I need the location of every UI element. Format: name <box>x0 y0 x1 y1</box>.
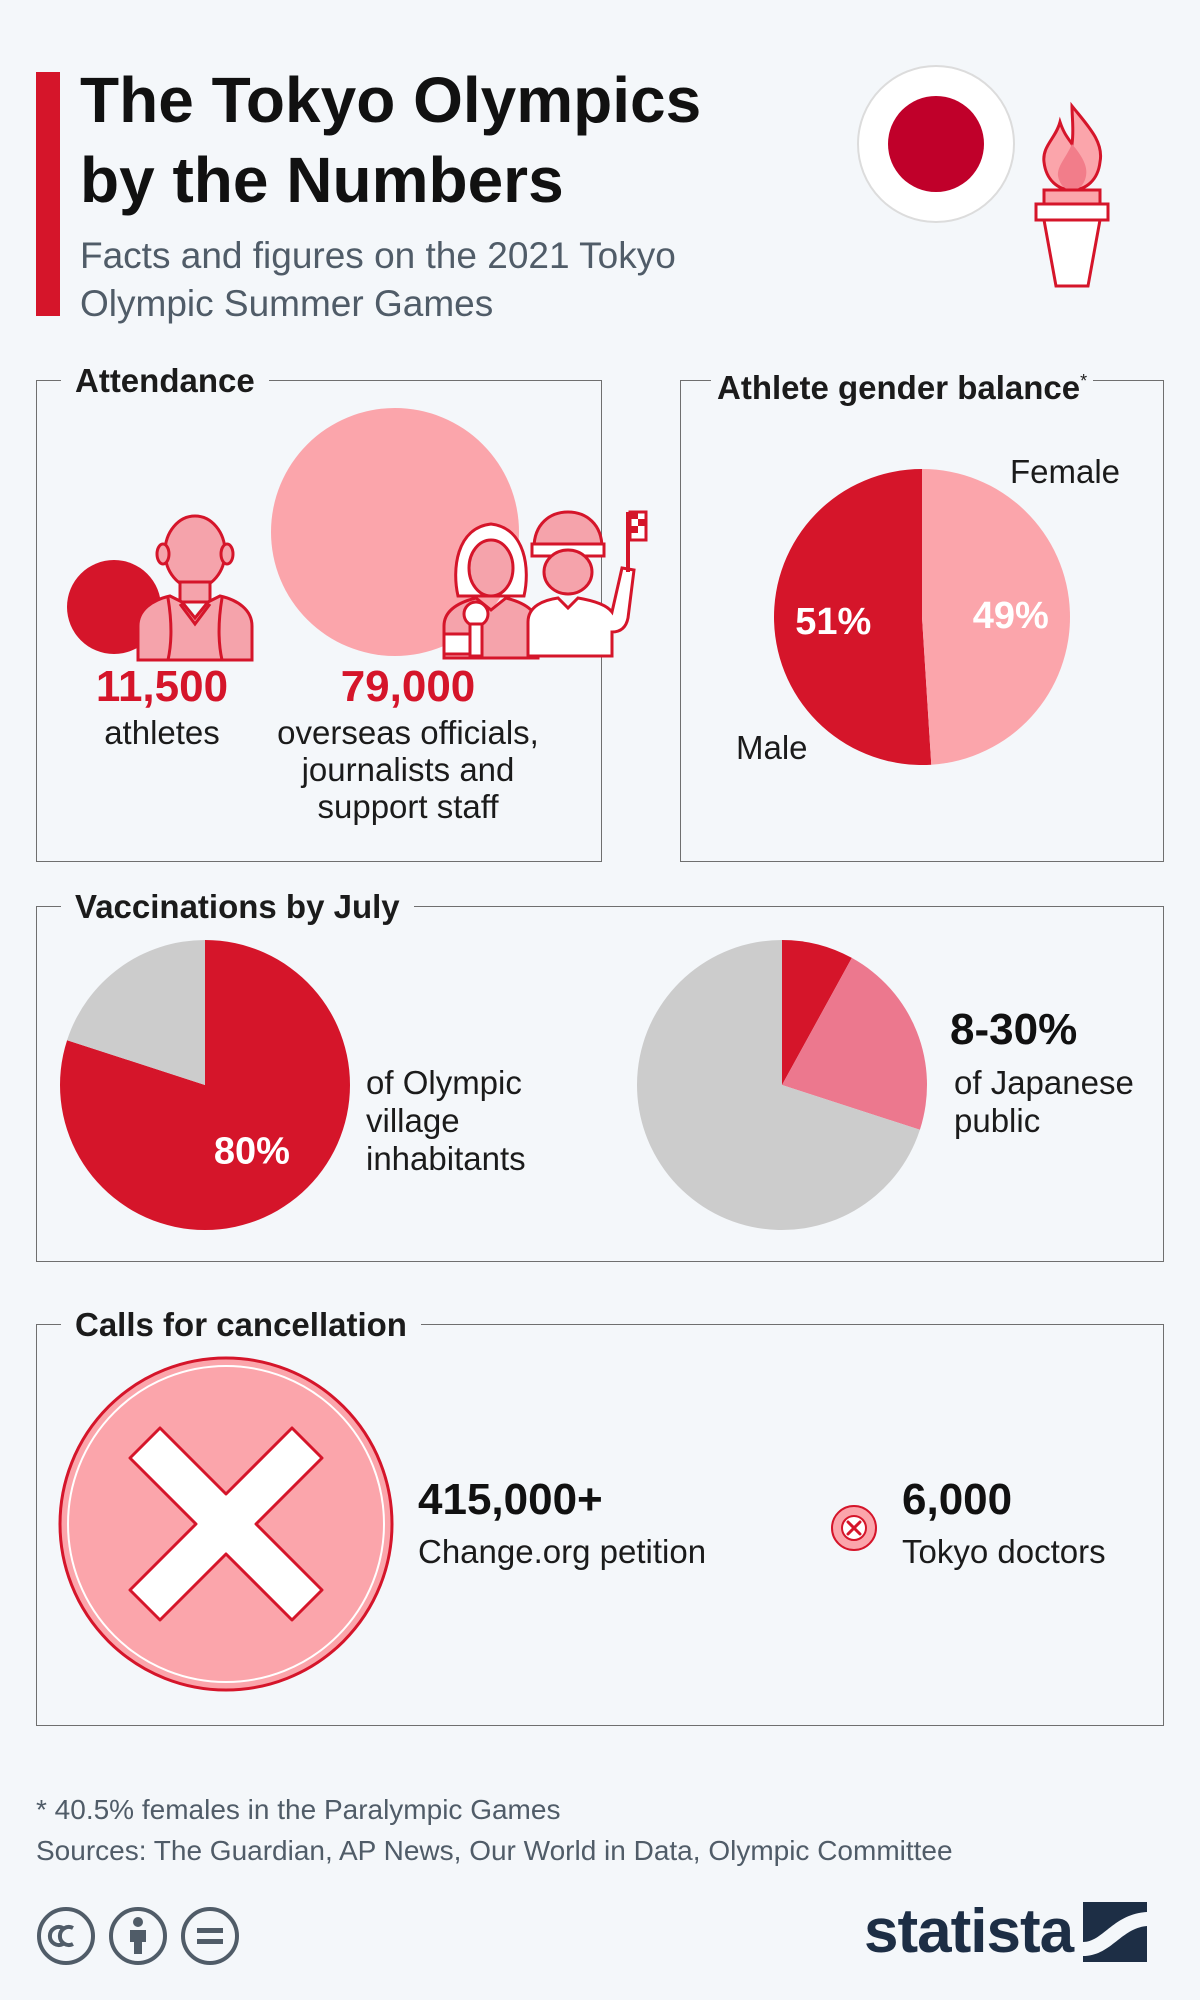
village-vaccination-pie: 80% <box>59 940 350 1231</box>
pie-slice-female <box>922 469 1071 765</box>
doctors-value: 6,000 <box>902 1475 1013 1524</box>
public-vaccination-pie <box>637 940 928 1230</box>
petition-label: Change.org petition <box>418 1533 707 1570</box>
pie-slice-8-30- <box>782 957 928 1130</box>
attendance-title: Attendance <box>61 359 269 403</box>
pie-slice-not-vaccinated <box>67 940 205 1085</box>
attendance-panel: Attendance <box>36 359 602 862</box>
village-desc: of Olympic village inhabitants <box>366 1064 526 1177</box>
accent-bar <box>36 72 60 316</box>
gender-title: Athlete gender balance* <box>711 359 1094 410</box>
cancellation-panel: Calls for cancellation <box>36 1303 1164 1726</box>
gender-pie-chart: 51% 49% <box>774 469 1071 765</box>
statista-logo-icon <box>1083 1902 1148 1962</box>
x-mark-icon <box>58 1356 394 1692</box>
statista-wordmark: statista <box>864 1897 1074 1966</box>
pie-value-label: 51% <box>795 601 871 643</box>
pie-slice-male <box>774 469 932 765</box>
athlete-icon <box>136 514 254 662</box>
staff-label: overseas officials, journalists and suppor… <box>277 714 539 825</box>
no-derivatives-icon[interactable] <box>180 1906 240 1966</box>
athletes-value: 11,500 <box>95 662 229 711</box>
public-value: 8-30% <box>950 1005 1078 1054</box>
staff-value: 79,000 <box>340 662 476 711</box>
male-label: Male <box>736 729 808 766</box>
attribution-icon[interactable] <box>108 1906 168 1966</box>
japan-flag-icon <box>857 65 1015 223</box>
official-icon <box>526 510 648 658</box>
torch-icon <box>1034 101 1110 288</box>
pie-slice-rest <box>637 940 920 1230</box>
female-label: Female <box>1010 453 1121 490</box>
gender-panel: Athlete gender balance* <box>680 359 1164 862</box>
page-title: The Tokyo Olympics by the Numbers <box>80 64 702 216</box>
cancellation-title: Calls for cancellation <box>61 1303 421 1347</box>
cc-icon[interactable] <box>36 1906 96 1966</box>
sources: Sources: The Guardian, AP News, Our Worl… <box>36 1835 953 1866</box>
doctors-label: Tokyo doctors <box>902 1533 1106 1570</box>
pie-value-label: 49% <box>973 595 1049 637</box>
footnote: * 40.5% females in the Paralympic Games <box>36 1794 561 1825</box>
pie-slice-8- <box>782 940 852 1085</box>
athletes-label: athletes <box>104 714 220 751</box>
statista-logo[interactable]: statista <box>864 1896 1148 1968</box>
page-subtitle: Facts and figures on the 2021 Tokyo Olymp… <box>80 235 676 324</box>
vaccinations-panel: Vaccinations by July <box>36 885 1164 1262</box>
pie-value-label: 80% <box>214 1131 290 1173</box>
vaccinations-title: Vaccinations by July <box>61 885 414 929</box>
small-x-icon <box>831 1505 877 1551</box>
public-desc: of Japanese public <box>954 1064 1134 1139</box>
petition-value: 415,000+ <box>418 1475 603 1524</box>
